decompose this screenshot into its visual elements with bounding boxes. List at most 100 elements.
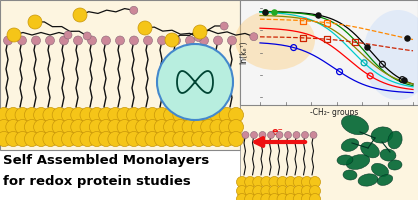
Circle shape: [242, 132, 249, 138]
Circle shape: [276, 132, 283, 138]
Circle shape: [52, 119, 67, 134]
Circle shape: [126, 119, 141, 134]
Circle shape: [269, 186, 280, 196]
Point: [364, 46, 370, 49]
Circle shape: [7, 28, 21, 42]
Circle shape: [115, 36, 125, 45]
Circle shape: [89, 132, 104, 146]
Circle shape: [310, 132, 317, 138]
Circle shape: [214, 36, 222, 45]
Circle shape: [245, 176, 256, 188]
Circle shape: [136, 108, 151, 122]
Circle shape: [201, 119, 216, 134]
Circle shape: [59, 36, 69, 45]
Bar: [240, 105, 418, 200]
Point: [261, 10, 268, 13]
Ellipse shape: [380, 149, 396, 161]
Point: [400, 79, 407, 82]
Circle shape: [293, 176, 304, 188]
Point: [336, 70, 343, 73]
Circle shape: [158, 36, 166, 45]
Point: [270, 10, 277, 14]
Ellipse shape: [358, 174, 378, 186]
Circle shape: [80, 119, 95, 134]
Circle shape: [24, 119, 39, 134]
Circle shape: [74, 36, 82, 45]
Point: [367, 74, 374, 77]
Circle shape: [165, 33, 179, 47]
Circle shape: [126, 132, 141, 146]
Circle shape: [245, 186, 256, 196]
Point: [361, 61, 367, 64]
Circle shape: [182, 108, 197, 122]
Point: [299, 19, 306, 22]
Ellipse shape: [346, 155, 370, 169]
Circle shape: [46, 36, 54, 45]
Ellipse shape: [342, 139, 359, 151]
Circle shape: [61, 108, 76, 122]
Circle shape: [117, 132, 132, 146]
Circle shape: [182, 119, 197, 134]
Point: [299, 36, 306, 39]
Circle shape: [163, 132, 178, 146]
Circle shape: [43, 119, 58, 134]
Point: [399, 78, 405, 81]
Circle shape: [250, 132, 257, 138]
Circle shape: [61, 132, 76, 146]
Circle shape: [191, 108, 206, 122]
Circle shape: [193, 25, 207, 39]
Circle shape: [253, 176, 264, 188]
Ellipse shape: [361, 142, 380, 158]
Circle shape: [117, 119, 132, 134]
Circle shape: [33, 108, 48, 122]
Ellipse shape: [377, 175, 393, 185]
Circle shape: [210, 108, 225, 122]
Circle shape: [250, 33, 258, 41]
Circle shape: [102, 36, 110, 45]
Point: [324, 21, 331, 24]
Circle shape: [309, 194, 321, 200]
Circle shape: [199, 36, 209, 45]
Circle shape: [285, 132, 291, 138]
Circle shape: [229, 132, 244, 146]
Circle shape: [163, 108, 178, 122]
Circle shape: [237, 186, 247, 196]
Circle shape: [201, 132, 216, 146]
Point: [352, 41, 358, 44]
Circle shape: [277, 194, 288, 200]
Circle shape: [301, 194, 312, 200]
Circle shape: [71, 119, 86, 134]
Circle shape: [277, 176, 288, 188]
Circle shape: [229, 119, 244, 134]
Circle shape: [99, 108, 114, 122]
Text: -CH₂- groups: -CH₂- groups: [310, 108, 358, 117]
Circle shape: [33, 132, 48, 146]
Circle shape: [0, 108, 12, 122]
Circle shape: [24, 108, 39, 122]
Circle shape: [71, 132, 86, 146]
Circle shape: [80, 132, 95, 146]
Circle shape: [173, 108, 188, 122]
Circle shape: [237, 176, 247, 188]
Circle shape: [145, 132, 160, 146]
Circle shape: [64, 31, 72, 39]
Circle shape: [259, 132, 266, 138]
Circle shape: [145, 108, 160, 122]
Circle shape: [201, 108, 216, 122]
Circle shape: [99, 132, 114, 146]
Circle shape: [154, 119, 169, 134]
Circle shape: [43, 132, 58, 146]
Circle shape: [261, 176, 272, 188]
Circle shape: [0, 132, 12, 146]
Circle shape: [89, 119, 104, 134]
Circle shape: [61, 119, 76, 134]
Circle shape: [126, 108, 141, 122]
Circle shape: [87, 36, 97, 45]
Circle shape: [219, 108, 234, 122]
Circle shape: [261, 186, 272, 196]
Ellipse shape: [372, 163, 389, 177]
Circle shape: [293, 194, 304, 200]
Circle shape: [237, 194, 247, 200]
Text: e⁻: e⁻: [272, 127, 284, 137]
Circle shape: [136, 119, 151, 134]
